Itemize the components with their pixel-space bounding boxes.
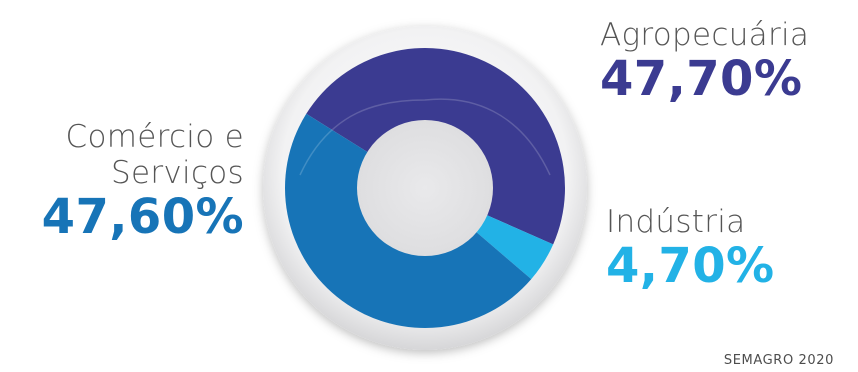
value-label-comercio: 47,60% bbox=[41, 188, 244, 245]
donut-highlight bbox=[299, 98, 551, 176]
label-comercio-servicos: Comércio e Serviços 47,60% bbox=[41, 119, 244, 245]
label-agropecuaria: Agropecuária 47,70% bbox=[600, 17, 810, 107]
category-label-agropecuaria: Agropecuária bbox=[600, 17, 810, 53]
label-industria: Indústria 4,70% bbox=[606, 204, 775, 294]
category-label-comercio-line1: Comércio e bbox=[65, 119, 244, 155]
category-label-comercio-line2: Serviços bbox=[110, 154, 244, 191]
donut-hole bbox=[357, 120, 493, 256]
category-label-industria: Indústria bbox=[606, 204, 746, 240]
value-label-agropecuaria: 47,70% bbox=[600, 50, 803, 107]
value-label-industria: 4,70% bbox=[606, 237, 775, 294]
source-text: SEMAGRO 2020 bbox=[723, 353, 834, 368]
